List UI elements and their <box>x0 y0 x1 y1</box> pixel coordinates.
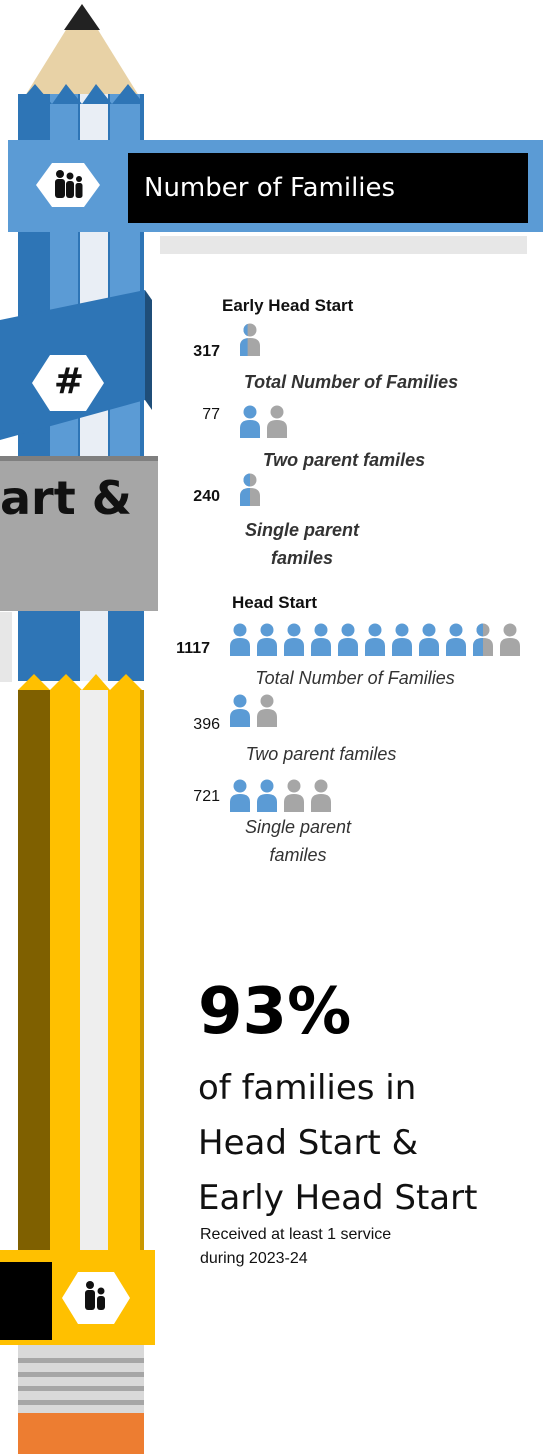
ehs-two-parent-icons <box>238 404 292 440</box>
person-icon <box>240 323 248 356</box>
stat-percent: 93% <box>198 975 352 1049</box>
stat-note-1: Received at least 1 service <box>200 1226 392 1243</box>
person-icon <box>240 473 250 506</box>
hex-badge-hash <box>32 355 104 411</box>
pencil-eraser <box>18 1413 144 1454</box>
ehs-total-icons <box>238 322 265 358</box>
person-icon <box>284 779 304 812</box>
stat-line-1: of families in <box>198 1068 417 1108</box>
hs-two-parent-caption: Two parent familes <box>245 744 397 764</box>
side-banner-text: art & <box>0 471 132 525</box>
person-icon <box>365 623 385 656</box>
early-head-start-title: Early Head Start <box>222 296 354 315</box>
gray-banner <box>0 456 158 611</box>
hs-single-parent-icons <box>228 778 336 814</box>
page-title: Number of Families <box>128 153 528 223</box>
person-icon <box>257 694 277 727</box>
hs-single-parent-caption-1: Single parent <box>244 817 352 837</box>
ehs-single-parent-caption-2: familes <box>270 548 334 568</box>
ehs-single-parent-caption-1: Single parent <box>244 520 360 540</box>
person-icon <box>446 623 466 656</box>
ehs-single-parent-icons <box>238 472 265 508</box>
hex-badge-bottom <box>62 1272 130 1324</box>
person-icon <box>230 623 250 656</box>
hs-total-caption: Total Number of Families <box>255 668 455 688</box>
pencil-lead <box>64 4 100 30</box>
head-start-title: Head Start <box>232 593 318 612</box>
ehs-total-caption: Total Number of Families <box>243 372 459 392</box>
stat-line-3: Early Head Start <box>198 1178 478 1218</box>
parent-child-icon <box>85 1281 105 1310</box>
hs-total-count: 1117 <box>176 640 210 657</box>
header-shadow <box>160 236 527 254</box>
hs-single-parent-caption-2: familes <box>269 845 327 865</box>
pencil-wood-tip <box>20 4 144 104</box>
person-icon <box>230 779 250 812</box>
person-icon <box>257 623 277 656</box>
person-icon <box>240 405 260 438</box>
stat-line-2: Head Start & <box>198 1123 419 1163</box>
person-icon <box>311 623 331 656</box>
ehs-total-count: 317 <box>193 343 220 360</box>
hs-two-parent-icons <box>228 693 282 729</box>
hs-total-icons <box>228 622 525 658</box>
ehs-two-parent-count: 77 <box>202 406 220 423</box>
stat-note-2: during 2023-24 <box>200 1250 308 1267</box>
person-icon <box>284 623 304 656</box>
hs-single-parent-count: 721 <box>193 788 220 805</box>
hs-two-parent-count: 396 <box>193 716 220 733</box>
person-icon <box>257 779 277 812</box>
family-icon <box>55 170 83 198</box>
hash-symbol: # <box>53 361 85 402</box>
person-icon <box>338 623 358 656</box>
ehs-two-parent-caption: Two parent familes <box>262 450 426 470</box>
person-icon <box>500 623 520 656</box>
person-icon <box>311 779 331 812</box>
ehs-single-parent-count: 240 <box>193 488 220 505</box>
person-icon <box>473 623 483 656</box>
person-icon <box>230 694 250 727</box>
person-icon <box>419 623 439 656</box>
person-icon <box>267 405 287 438</box>
person-icon <box>392 623 412 656</box>
